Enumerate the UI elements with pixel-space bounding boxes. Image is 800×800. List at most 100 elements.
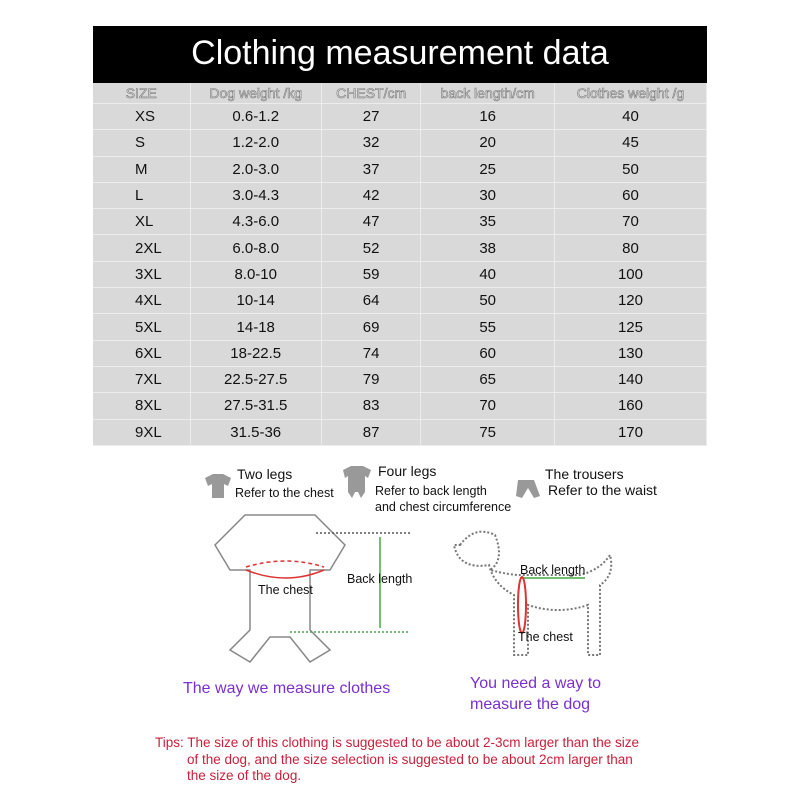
dog-chest-label: The chest — [518, 630, 573, 644]
trousers-label: The trousers — [545, 466, 624, 482]
four-legs-note-2: and chest circumference — [375, 500, 512, 514]
table-cell: 55 — [420, 313, 555, 341]
table-cell: 45 — [554, 129, 708, 157]
four-legs-icon — [343, 466, 371, 498]
table-cell: XS — [93, 103, 191, 131]
table-cell: 65 — [420, 366, 555, 394]
table-cell: 7XL — [93, 366, 191, 394]
table-row: 2XL 6.0-8.0 52 38 80 — [93, 234, 708, 262]
table-cell: 8XL — [93, 392, 191, 420]
table-cell: 35 — [420, 208, 555, 236]
table-cell: 40 — [554, 103, 708, 131]
table-cell: 120 — [554, 287, 708, 315]
table-cell: 1.2-2.0 — [190, 129, 322, 157]
four-legs-note-1: Refer to back length — [375, 484, 487, 498]
table-cell: 20 — [420, 129, 555, 157]
tips-line: Tips: The size of this clothing is sugge… — [155, 735, 640, 750]
table-cell: 14-18 — [190, 313, 322, 341]
table-cell: 22.5-27.5 — [190, 366, 322, 394]
table-cell: 2XL — [93, 234, 191, 262]
table-cell: 30 — [420, 182, 555, 210]
table-cell: 6.0-8.0 — [190, 234, 322, 262]
table-row: 8XL 27.5-31.5 83 70 160 — [93, 392, 708, 420]
table-cell: 10-14 — [190, 287, 322, 315]
table-cell: 47 — [321, 208, 422, 236]
table-cell: 3.0-4.3 — [190, 182, 322, 210]
table-cell: 3XL — [93, 261, 191, 289]
table-cell: 70 — [554, 208, 708, 236]
table-cell: 16 — [420, 103, 555, 131]
table-cell: 18-22.5 — [190, 340, 322, 367]
table-cell: 50 — [420, 287, 555, 315]
table-cell: 32 — [321, 129, 422, 157]
table-row: XL 4.3-6.0 47 35 70 — [93, 208, 708, 236]
table-cell: 140 — [554, 366, 708, 394]
table-cell: 130 — [554, 340, 708, 367]
tips-text: Tips: The size of this clothing is sugge… — [155, 735, 715, 785]
table-cell: 80 — [554, 234, 708, 262]
table-cell: XL — [93, 208, 191, 236]
table-cell: 37 — [321, 156, 422, 183]
dog-caption-1: You need a way to — [470, 675, 602, 692]
table-cell: 6XL — [93, 340, 191, 367]
tips-line: of the dog, and the size selection is su… — [187, 751, 633, 767]
trousers-note: Refer to the waist — [548, 482, 657, 498]
table-cell: 70 — [420, 392, 555, 420]
table-row: 3XL 8.0-10 59 40 100 — [93, 261, 708, 289]
two-legs-icon — [205, 474, 231, 498]
table-row: S 1.2-2.0 32 20 45 — [93, 129, 708, 157]
column-header: Clothes weight /g — [554, 83, 708, 104]
table-cell: 75 — [420, 419, 555, 446]
trousers-icon — [516, 480, 540, 498]
column-header: Dog weight /kg — [190, 83, 322, 104]
table-cell: 38 — [420, 234, 555, 262]
table-cell: M — [93, 156, 191, 183]
table-cell: 40 — [420, 261, 555, 289]
table-cell: 25 — [420, 156, 555, 183]
size-table: SIZE Dog weight /kg CHEST/cm back length/cm… — [93, 83, 708, 446]
clothes-chest-label: The chest — [258, 583, 313, 597]
table-row: 4XL 10-14 64 50 120 — [93, 287, 708, 315]
table-cell: 69 — [321, 313, 422, 341]
tips-line: the size of the dog. — [187, 768, 302, 783]
table-cell: 125 — [554, 313, 708, 341]
table-cell: 31.5-36 — [190, 419, 322, 446]
table-cell: S — [93, 129, 191, 157]
table-row: 6XL 18-22.5 74 60 130 — [93, 340, 708, 367]
table-row: L 3.0-4.3 42 30 60 — [93, 182, 708, 210]
table-cell: 0.6-1.2 — [190, 103, 322, 131]
column-header: back length/cm — [420, 83, 555, 104]
dog-back-label: Back length — [520, 563, 586, 577]
clothes-caption: The way we measure clothes — [183, 680, 391, 697]
table-cell: 79 — [321, 366, 422, 394]
table-cell: L — [93, 182, 191, 210]
table-cell: 100 — [554, 261, 708, 289]
table-row: 9XL 31.5-36 87 75 170 — [93, 419, 708, 446]
table-row: XS 0.6-1.2 27 16 40 — [93, 103, 708, 131]
table-cell: 9XL — [93, 419, 191, 446]
table-cell: 83 — [321, 392, 422, 420]
table-row: M 2.0-3.0 37 25 50 — [93, 156, 708, 183]
table-cell: 170 — [554, 419, 708, 446]
page-title: Clothing measurement data — [93, 26, 707, 83]
four-legs-label: Four legs — [378, 463, 437, 479]
column-header: CHEST/cm — [321, 83, 422, 104]
table-cell: 52 — [321, 234, 422, 262]
table-cell: 42 — [321, 182, 422, 210]
table-cell: 4XL — [93, 287, 191, 315]
column-header: SIZE — [93, 83, 191, 104]
table-row: 5XL 14-18 69 55 125 — [93, 313, 708, 341]
two-legs-note: Refer to the chest — [235, 486, 334, 500]
table-cell: 8.0-10 — [190, 261, 322, 289]
table-cell: 2.0-3.0 — [190, 156, 322, 183]
table-cell: 160 — [554, 392, 708, 420]
table-cell: 87 — [321, 419, 422, 446]
table-cell: 59 — [321, 261, 422, 289]
table-header: SIZE Dog weight /kg CHEST/cm back length/cm… — [93, 83, 708, 104]
table-cell: 4.3-6.0 — [190, 208, 322, 236]
clothes-outline — [214, 514, 410, 663]
dog-caption-2: measure the dog — [470, 696, 591, 713]
two-legs-label: Two legs — [237, 466, 293, 482]
table-cell: 50 — [554, 156, 708, 183]
table-cell: 27.5-31.5 — [190, 392, 322, 420]
